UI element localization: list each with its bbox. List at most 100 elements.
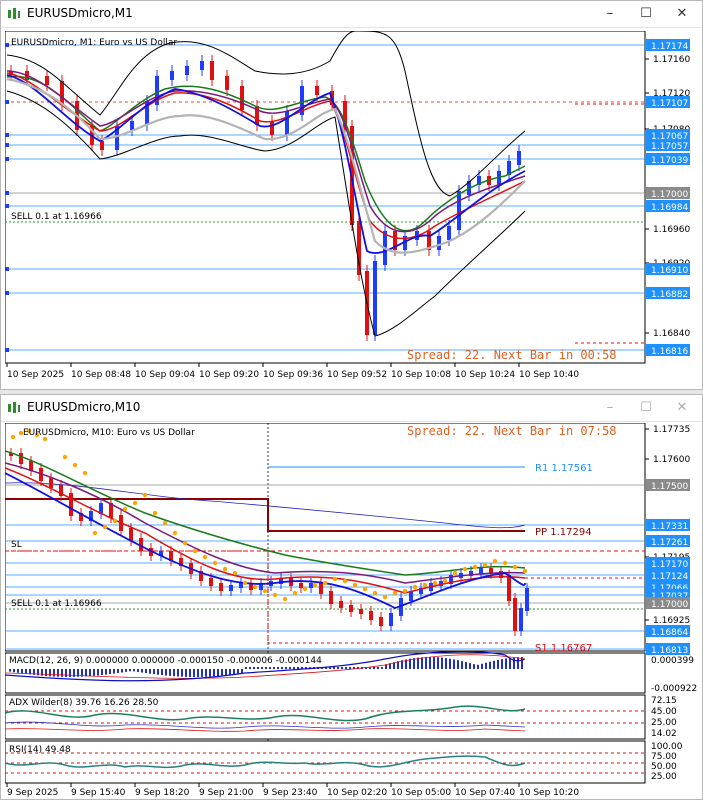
maximize-button[interactable]: ☐ bbox=[640, 400, 652, 415]
candle bbox=[240, 86, 244, 110]
candle bbox=[419, 588, 423, 594]
price-tag bbox=[646, 479, 690, 491]
macd-tick-top: 0.000399 bbox=[651, 656, 694, 666]
candle bbox=[89, 511, 93, 521]
candle bbox=[349, 605, 353, 612]
sar-dot bbox=[142, 492, 148, 498]
macd-main-line bbox=[5, 650, 526, 682]
price-tag-label: 1.17000 bbox=[651, 190, 688, 200]
chart-window-m1[interactable]: EURUSDmicro,M1 – ☐ ✕ Spread: 22. Next Ba… bbox=[0, 0, 703, 390]
close-button[interactable]: ✕ bbox=[676, 400, 688, 415]
macd-bar bbox=[13, 669, 15, 673]
time-axis-label: 9 Sep 15:40 bbox=[71, 788, 126, 797]
sar-dot bbox=[26, 428, 32, 434]
sar-dot bbox=[92, 530, 98, 536]
candle bbox=[439, 581, 443, 586]
maximize-button[interactable]: ☐ bbox=[640, 6, 652, 21]
price-chart-m10[interactable]: R1 1.17561 PP 1.17294 S1 1.16767 Spread:… bbox=[5, 423, 702, 797]
price-chart-m1[interactable]: Spread: 22. Next Bar in 00:58 SELL 0.1 a… bbox=[5, 31, 702, 387]
macd-bar bbox=[61, 669, 63, 677]
macd-bar bbox=[389, 663, 391, 669]
candle bbox=[179, 558, 183, 566]
macd-bar bbox=[393, 662, 395, 669]
close-button[interactable]: ✕ bbox=[676, 6, 688, 21]
macd-bar bbox=[177, 669, 179, 677]
chart-window-icon bbox=[8, 8, 20, 19]
macd-bar bbox=[253, 667, 255, 669]
candle bbox=[59, 485, 63, 496]
macd-bar bbox=[41, 669, 43, 676]
macd-pane[interactable] bbox=[5, 652, 646, 694]
minimize-button[interactable]: – bbox=[606, 6, 614, 21]
long-ma-line bbox=[5, 482, 526, 529]
candle bbox=[315, 86, 319, 95]
ma-purple-line bbox=[5, 462, 526, 584]
minimize-button[interactable]: – bbox=[606, 400, 614, 415]
macd-bar bbox=[77, 669, 79, 677]
candle bbox=[185, 66, 189, 75]
macd-bar bbox=[129, 669, 131, 672]
window-titlebar[interactable]: EURUSDmicro,M10 – ☐ ✕ bbox=[1, 395, 702, 422]
candle bbox=[130, 121, 134, 130]
price-tag-label: 1.17057 bbox=[651, 142, 688, 152]
price-tag bbox=[646, 187, 690, 199]
macd-bar bbox=[85, 669, 87, 677]
macd-bar bbox=[149, 669, 151, 674]
candle bbox=[239, 583, 243, 588]
macd-bar bbox=[381, 667, 383, 669]
macd-bar bbox=[289, 667, 291, 669]
macd-bar bbox=[181, 669, 183, 677]
sar-dot bbox=[442, 578, 448, 584]
macd-bar bbox=[273, 667, 275, 669]
time-axis-label: 10 Sep 05:00 bbox=[391, 788, 451, 797]
price-tag bbox=[646, 597, 690, 609]
price-tag-label: 1.16813 bbox=[651, 646, 688, 656]
macd-bar bbox=[453, 659, 455, 669]
price-tag bbox=[646, 96, 690, 108]
macd-bar bbox=[429, 657, 431, 669]
sar-dot bbox=[252, 584, 258, 590]
candle bbox=[69, 493, 73, 516]
chart-window-icon bbox=[8, 402, 20, 413]
macd-label: MACD(12, 26, 9) 0.000000 0.000000 -0.000… bbox=[9, 656, 322, 666]
price-tag-label: 1.17170 bbox=[651, 560, 688, 570]
candle bbox=[210, 61, 214, 80]
price-tag-label: 1.17174 bbox=[651, 42, 688, 52]
candle bbox=[300, 86, 304, 115]
candle bbox=[200, 61, 204, 70]
adx-pane[interactable] bbox=[5, 694, 646, 740]
macd-bar bbox=[441, 657, 443, 669]
adx-label: ADX Wilder(8) 39.76 16.26 28.50 bbox=[9, 698, 159, 708]
candle bbox=[343, 101, 347, 130]
macd-bar bbox=[33, 669, 35, 675]
price-tag bbox=[646, 200, 690, 212]
macd-bar bbox=[53, 669, 55, 677]
candle bbox=[497, 171, 501, 185]
macd-bar bbox=[197, 669, 199, 677]
macd-bar bbox=[497, 659, 499, 669]
sar-dot bbox=[492, 558, 498, 564]
window-titlebar[interactable]: EURUSDmicro,M1 – ☐ ✕ bbox=[1, 1, 702, 28]
sar-dot bbox=[392, 590, 398, 596]
macd-bar bbox=[465, 662, 467, 669]
rsi-label: RSI(14) 49.48 bbox=[9, 745, 71, 755]
rsi-pane[interactable] bbox=[5, 740, 646, 784]
macd-bar bbox=[189, 669, 191, 677]
sar-dot bbox=[452, 570, 458, 576]
macd-bar bbox=[369, 667, 371, 669]
sar-dot bbox=[372, 590, 378, 596]
candle bbox=[437, 236, 441, 250]
candle bbox=[373, 261, 377, 335]
candle bbox=[489, 568, 493, 574]
candle bbox=[29, 461, 33, 471]
macd-bar bbox=[69, 669, 71, 677]
sar-dot bbox=[342, 578, 348, 584]
price-tag-label: 1.17124 bbox=[651, 572, 688, 582]
time-axis-label: 10 Sep 09:52 bbox=[327, 370, 387, 380]
sar-dot bbox=[152, 510, 158, 516]
sar-dot bbox=[34, 432, 40, 438]
sar-dot bbox=[282, 596, 288, 602]
macd-bar bbox=[125, 669, 127, 672]
adx-tick: 14.02 bbox=[651, 729, 677, 739]
chart-window-m10[interactable]: EURUSDmicro,M10 – ☐ ✕ R1 1.17561 PP 1.17… bbox=[0, 394, 703, 800]
